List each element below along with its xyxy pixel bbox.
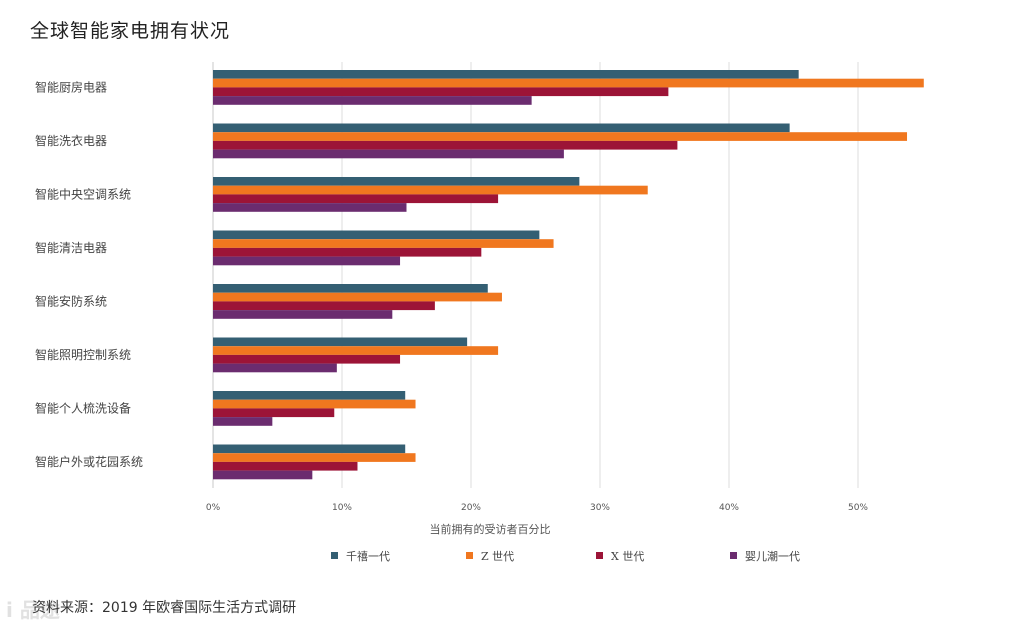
watermark-logo: i 品途	[6, 598, 60, 622]
x-tick-label: 0%	[206, 503, 221, 513]
category-label: 智能个人梳洗设备	[35, 400, 131, 415]
bar	[213, 96, 532, 105]
bar	[213, 301, 435, 311]
bar	[213, 87, 669, 97]
bar	[213, 461, 358, 471]
bar	[213, 310, 393, 319]
legend-label: Z 世代	[481, 550, 514, 563]
bar	[213, 417, 273, 426]
bar	[213, 354, 401, 364]
legend-swatch	[596, 552, 603, 559]
x-tick-label: 20%	[461, 503, 481, 513]
x-tick-label: 40%	[719, 503, 739, 513]
bar	[213, 284, 488, 293]
x-tick-label: 30%	[590, 503, 610, 513]
category-label: 智能洗衣电器	[35, 133, 107, 148]
bar	[213, 391, 406, 400]
bar	[213, 230, 540, 240]
bar	[213, 132, 908, 141]
x-tick-label: 50%	[848, 503, 868, 513]
category-label: 智能厨房电器	[35, 79, 107, 94]
category-label: 智能户外或花园系统	[35, 454, 143, 469]
legend-label: X 世代	[611, 550, 644, 563]
category-labels: 智能厨房电器智能洗衣电器智能中央空调系统智能清洁电器智能安防系统智能照明控制系统…	[35, 79, 143, 469]
bar	[213, 78, 924, 88]
x-tick-label: 10%	[332, 503, 352, 513]
category-label: 智能照明控制系统	[35, 347, 131, 362]
bar	[213, 444, 406, 454]
bar	[213, 239, 554, 248]
bar	[213, 177, 580, 186]
bar	[213, 363, 337, 373]
bar	[213, 140, 678, 150]
bar	[213, 149, 564, 159]
legend-label: 千禧一代	[346, 550, 390, 563]
x-axis-title: 当前拥有的受访者百分比	[430, 522, 551, 536]
bar	[213, 337, 468, 347]
bar	[213, 70, 799, 79]
bar	[213, 399, 416, 409]
legend-swatch	[466, 552, 473, 559]
category-label: 智能清洁电器	[35, 240, 107, 255]
bar	[213, 346, 499, 355]
bar	[213, 185, 648, 195]
legend: 千禧一代 Z 世代 X 世代 婴儿潮一代	[331, 549, 800, 563]
legend-swatch	[331, 552, 338, 559]
bar	[213, 453, 416, 462]
chart-title: 全球智能家电拥有状况	[30, 20, 231, 42]
bar	[213, 470, 313, 480]
source-note: 资料来源：2019 年欧睿国际生活方式调研	[32, 600, 297, 616]
bar	[213, 408, 335, 418]
bar	[213, 194, 499, 204]
legend-label: 婴儿潮一代	[745, 549, 800, 563]
legend-swatch	[730, 552, 737, 559]
x-tick-labels: 0% 10% 20% 30% 40% 50%	[206, 503, 869, 513]
bar	[213, 123, 790, 133]
bar	[213, 247, 482, 257]
bar	[213, 256, 401, 266]
category-label: 智能中央空调系统	[35, 186, 131, 201]
bars	[213, 70, 924, 480]
bar	[213, 292, 502, 302]
category-label: 智能安防系统	[35, 293, 107, 308]
bar	[213, 203, 407, 212]
